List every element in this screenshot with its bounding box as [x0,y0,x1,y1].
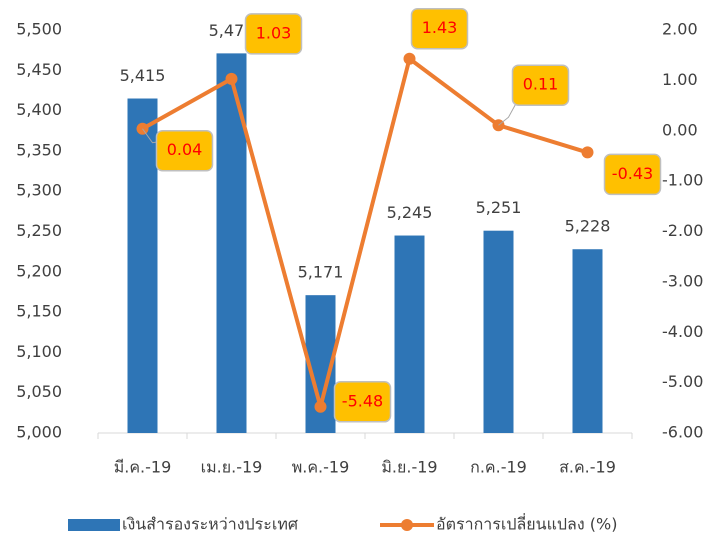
y2-tick-label: -1.00 [662,171,703,190]
callout-box [603,153,662,196]
legend-swatch [68,519,120,531]
x-tick-label: ก.ค.-19 [470,458,527,477]
x-tick-label: มิ.ย.-19 [381,458,437,477]
line-value-label: 1.43 [422,18,458,37]
line-value-label: 1.03 [256,23,292,42]
line-marker [581,146,594,159]
y-tick-label: 5,150 [16,302,62,321]
line-value-label: -5.48 [342,391,383,410]
legend-label: เงินสำรองระหว่างประเทศ [122,515,298,534]
y-tick-label: 5,300 [16,181,62,200]
y2-tick-label: -3.00 [662,271,703,290]
callout-box [511,64,570,106]
line [141,56,589,409]
x-tick-label: ส.ค.-19 [559,458,616,477]
callout-box [410,7,469,50]
callout-box [333,381,392,423]
line-marker [403,52,416,65]
x-tick-label: มี.ค.-19 [114,458,172,477]
bar-value-label: 5,228 [565,217,611,236]
bar [572,249,603,433]
bar-value-label: 5,471 [209,21,255,40]
y2-tick-label: -6.00 [662,423,703,442]
y-tick-label: 5,100 [16,342,62,361]
bar [394,235,425,433]
bar [483,230,514,433]
line-marker [225,72,238,85]
y-tick-label: 5,250 [16,221,62,240]
callout-box [244,13,303,55]
y-tick-label: 5,050 [16,382,62,401]
y2-tick-label: -2.00 [662,221,703,240]
line-marker [314,400,327,413]
y-tick-label: 5,000 [16,423,62,442]
line-value-label: 0.11 [523,75,559,94]
bar-value-label: 5,415 [120,66,166,85]
bar-value-label: 5,171 [298,263,344,282]
y2-tick-label: -5.00 [662,372,703,391]
y-tick-label: 5,200 [16,261,62,280]
y2-tick-label: -4.00 [662,322,703,341]
x-tick-label: เม.ย.-19 [201,458,263,477]
y2-tick-label: 1.00 [662,70,698,89]
bar-value-label: 5,245 [387,203,433,222]
line-value-label: 0.04 [167,140,203,159]
bar-value-label: 5,251 [476,198,522,217]
line-value-label: -0.43 [612,164,653,183]
y-tick-label: 5,400 [16,100,62,119]
bar [127,98,158,433]
callout-box [155,129,214,172]
y-tick-label: 5,500 [16,20,62,39]
legend-label: อัตราการเปลี่ยนแปลง (%) [436,513,617,534]
y2-tick-label: 2.00 [662,20,698,39]
y2-tick-label: 0.00 [662,120,698,139]
y-tick-label: 5,350 [16,140,62,159]
y-tick-label: 5,450 [16,60,62,79]
x-tick-label: พ.ค.-19 [292,458,350,477]
legend-swatch [401,519,413,531]
